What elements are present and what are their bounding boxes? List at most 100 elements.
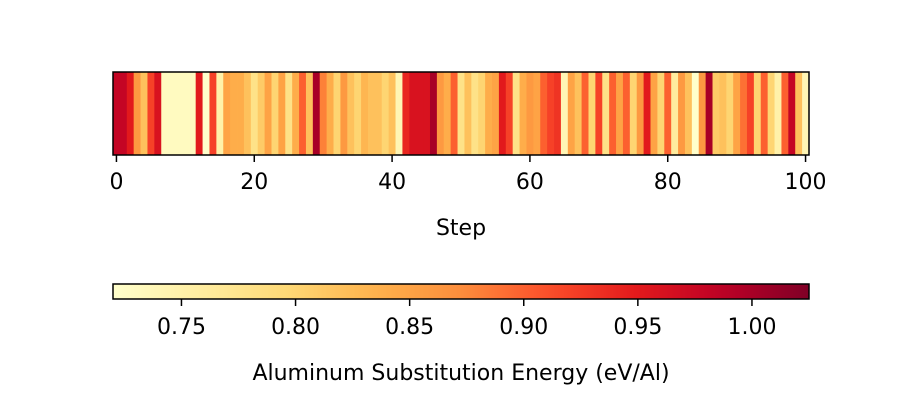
- heatmap-cell: [746, 72, 755, 155]
- heatmap-cell: [512, 72, 520, 155]
- x-tick-label: 40: [378, 170, 406, 195]
- heatmap-cell: [312, 72, 321, 155]
- heatmap-cell: [367, 72, 376, 155]
- x-tick-label: 20: [240, 170, 268, 195]
- heatmap-cell: [547, 72, 555, 155]
- heatmap-cell: [202, 72, 210, 155]
- x-tick-label: 0: [109, 170, 123, 195]
- heatmap-cell: [347, 72, 355, 155]
- heatmap-cell: [698, 72, 707, 155]
- heatmap-cell: [650, 72, 658, 155]
- heatmap-cell: [705, 72, 713, 155]
- heatmap-cell: [719, 72, 727, 155]
- heatmap-cell: [333, 72, 341, 155]
- colorbar-tick-label: 1.00: [727, 315, 776, 340]
- colorbar-tick-label: 0.90: [499, 315, 548, 340]
- heatmap-cell: [554, 72, 562, 155]
- heatmap-cell: [795, 72, 803, 155]
- heatmap-cell: [340, 72, 348, 155]
- heatmap-cell: [657, 72, 665, 155]
- heatmap-cell: [271, 72, 279, 155]
- x-tick-label: 80: [654, 170, 682, 195]
- colorbar-axis: 0.75 0.80 0.85 0.90 0.95 1.00: [157, 299, 776, 340]
- x-tick-label: 100: [785, 170, 827, 195]
- colorbar-tick-label: 0.75: [157, 315, 206, 340]
- heatmap-cell: [429, 72, 438, 155]
- heatmap-cell: [361, 72, 369, 155]
- colorbar: [113, 284, 809, 299]
- heatmap-cell: [767, 72, 775, 155]
- heatmap-strip: [113, 72, 810, 155]
- heatmap-cell: [781, 72, 789, 155]
- heatmap-cell: [319, 72, 328, 155]
- heatmap-frame: [112, 71, 810, 156]
- heatmap-cell: [223, 72, 231, 155]
- heatmap-cell: [133, 72, 141, 155]
- heatmap-cell: [478, 72, 486, 155]
- heatmap-cell: [540, 72, 548, 155]
- heatmap-cell: [305, 72, 314, 155]
- colorbar-frame: [112, 283, 810, 300]
- heatmap-cell: [505, 72, 514, 155]
- heatmap-cell: [636, 72, 645, 155]
- heatmap-cell: [402, 72, 410, 155]
- heatmap-cell: [740, 72, 748, 155]
- heatmap-cell: [588, 72, 596, 155]
- heatmap-cell: [126, 72, 135, 155]
- x-tick-label: 60: [516, 170, 544, 195]
- x-axis-label: Step: [436, 216, 486, 241]
- heatmap-cell: [684, 72, 693, 155]
- heatmap-cell: [161, 72, 169, 155]
- heatmap-cell: [726, 72, 734, 155]
- heatmap-cell: [237, 72, 245, 155]
- heatmap-cell: [154, 72, 162, 155]
- heatmap-cell: [609, 72, 617, 155]
- heatmap-cell: [498, 72, 507, 155]
- heatmap-cell: [147, 72, 155, 155]
- heatmap-cell: [409, 72, 417, 155]
- heatmap-cell: [664, 72, 672, 155]
- heatmap-cell: [181, 72, 190, 155]
- heatmap-cell: [230, 72, 238, 155]
- heatmap-cell: [175, 72, 183, 155]
- heatmap-cell: [629, 72, 638, 155]
- heatmap-cell: [216, 72, 224, 155]
- heatmap-cell: [712, 72, 720, 155]
- heatmap-cell: [567, 72, 576, 155]
- heatmap-cell: [581, 72, 589, 155]
- heatmap-cell: [788, 72, 796, 155]
- heatmap-cell: [168, 72, 176, 155]
- heatmap-cell: [416, 72, 424, 155]
- heatmap-cell: [678, 72, 686, 155]
- heatmap-cell: [299, 72, 307, 155]
- heatmap-cell: [533, 72, 541, 155]
- heatmap-cell: [519, 72, 527, 155]
- heatmap-cell: [616, 72, 624, 155]
- heatmap-cell: [140, 72, 148, 155]
- heatmap-cell: [643, 72, 651, 155]
- heatmap-cell: [243, 72, 252, 155]
- heatmap-cell: [443, 72, 452, 155]
- heatmap-cell: [464, 72, 472, 155]
- heatmap-cell: [671, 72, 679, 155]
- heatmap-cell: [802, 72, 810, 155]
- heatmap-cell: [388, 72, 396, 155]
- heatmap-cell: [354, 72, 362, 155]
- heatmap-cell: [326, 72, 334, 155]
- heatmap-cell: [753, 72, 762, 155]
- heatmap-cell: [195, 72, 203, 155]
- heatmap-cell: [113, 72, 121, 155]
- heatmap-cell: [526, 72, 534, 155]
- heatmap-cell: [691, 72, 700, 155]
- heatmap-cell: [395, 72, 403, 155]
- heatmap-cell: [471, 72, 479, 155]
- colorbar-tick-label: 0.85: [385, 315, 434, 340]
- heatmap-cell: [492, 72, 500, 155]
- heatmap-cell: [250, 72, 259, 155]
- heatmap-cell: [423, 72, 431, 155]
- colorbar-tick-label: 0.80: [271, 315, 320, 340]
- heatmap-cell: [285, 72, 293, 155]
- heatmap-cell: [292, 72, 300, 155]
- heatmap-cell: [602, 72, 610, 155]
